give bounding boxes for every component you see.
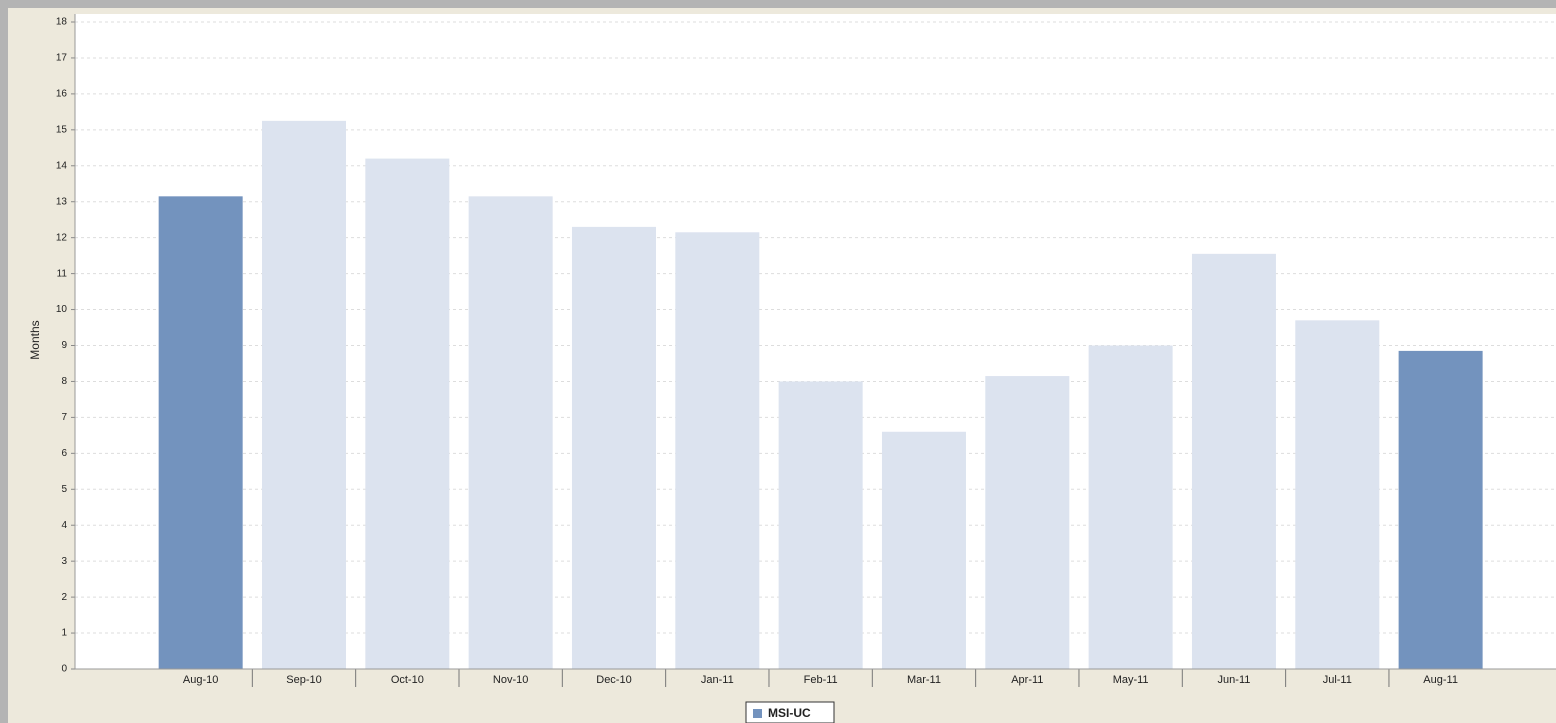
x-tick-label: May-11	[1113, 674, 1149, 686]
y-tick-label: 1	[61, 628, 67, 639]
y-axis-label: Months	[28, 320, 42, 359]
bar	[571, 226, 656, 669]
x-tick-label: Nov-10	[493, 674, 528, 686]
x-tick-label: Aug-10	[183, 674, 218, 686]
y-tick-label: 18	[56, 17, 68, 28]
y-tick-label: 9	[61, 340, 67, 351]
y-tick-label: 0	[61, 664, 67, 675]
y-tick-label: 12	[56, 232, 68, 243]
x-tick-label: Oct-10	[391, 674, 424, 686]
x-tick-label: Aug-11	[1423, 674, 1458, 686]
bar	[985, 376, 1070, 669]
x-tick-label: Jan-11	[701, 674, 734, 686]
y-tick-label: 5	[61, 484, 67, 495]
y-tick-label: 8	[61, 376, 67, 387]
bar	[675, 232, 760, 669]
y-tick-label: 7	[61, 412, 67, 423]
bar	[261, 120, 346, 669]
y-tick-label: 4	[61, 520, 67, 531]
y-tick-label: 3	[61, 556, 67, 567]
x-tick-label: Mar-11	[907, 674, 941, 686]
bar	[778, 381, 863, 669]
x-tick-label: Apr-11	[1011, 674, 1043, 686]
bar	[881, 431, 966, 669]
bar	[1295, 320, 1380, 669]
bar	[365, 158, 450, 670]
y-tick-label: 6	[61, 448, 67, 459]
y-tick-label: 10	[56, 304, 68, 315]
legend-label: MSI-UC	[768, 706, 811, 720]
bar	[1088, 345, 1173, 669]
x-tick-label: Jun-11	[1218, 674, 1251, 686]
bar	[158, 196, 243, 669]
x-tick-label: Feb-11	[804, 674, 838, 686]
y-tick-label: 11	[57, 268, 68, 279]
y-tick-label: 2	[61, 592, 67, 603]
bar	[1191, 253, 1276, 669]
y-tick-label: 13	[56, 196, 68, 207]
legend-box	[745, 701, 835, 723]
y-tick-label: 15	[56, 124, 68, 135]
x-tick-label: Jul-11	[1323, 674, 1352, 686]
legend-swatch	[753, 709, 762, 718]
y-tick-label: 16	[56, 89, 68, 100]
x-tick-label: Dec-10	[596, 674, 631, 686]
x-tick-label: Sep-10	[286, 674, 321, 686]
bar	[468, 196, 553, 669]
bar	[1398, 350, 1483, 669]
y-tick-label: 17	[56, 53, 68, 64]
y-tick-label: 14	[56, 160, 68, 171]
